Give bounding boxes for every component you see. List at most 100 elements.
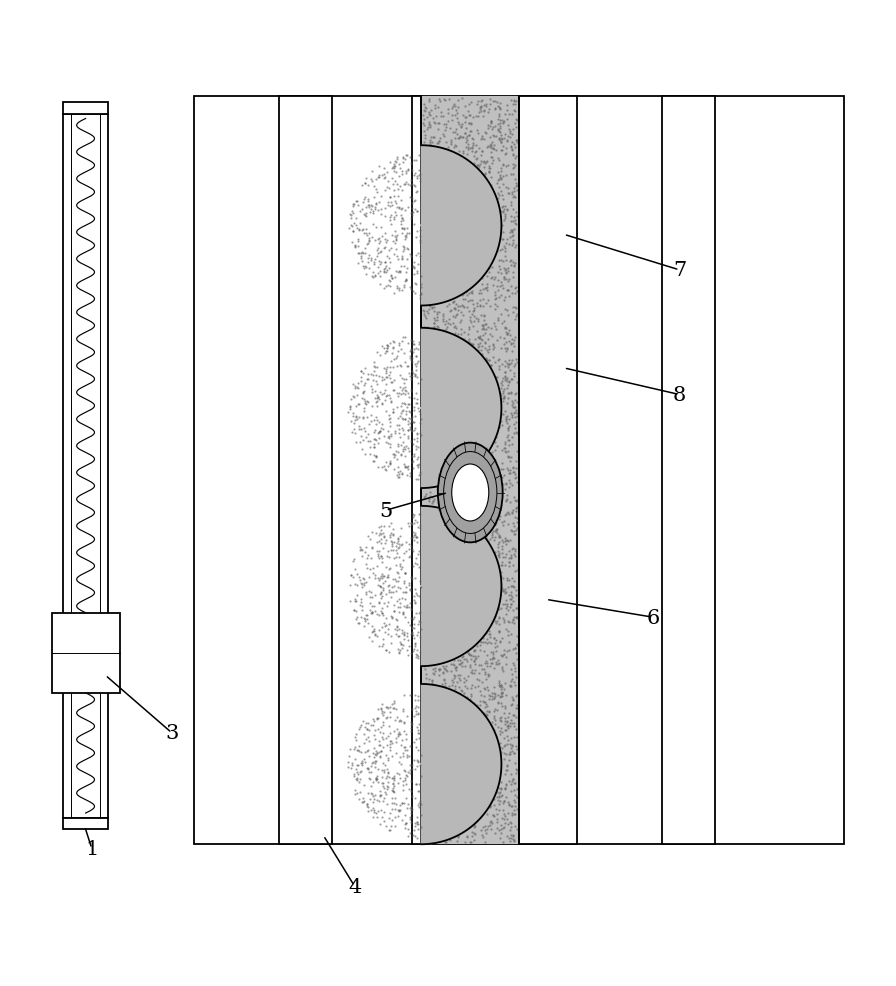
Point — [375, 600, 390, 616]
Point — [408, 595, 422, 610]
Point — [424, 529, 438, 545]
Point — [452, 281, 467, 297]
Point — [449, 663, 463, 678]
Point — [450, 696, 464, 712]
Point — [502, 237, 516, 252]
Point — [369, 544, 383, 560]
Point — [430, 219, 444, 235]
Point — [424, 158, 438, 174]
Point — [485, 328, 499, 344]
Point — [490, 299, 504, 315]
Point — [435, 368, 450, 384]
Point — [394, 625, 409, 641]
Point — [359, 396, 374, 412]
Point — [381, 338, 395, 354]
Point — [438, 810, 452, 826]
Point — [386, 770, 401, 786]
Point — [422, 570, 436, 586]
Point — [402, 411, 417, 427]
Point — [478, 569, 493, 585]
Point — [491, 220, 505, 236]
Point — [373, 783, 387, 799]
Point — [450, 150, 464, 166]
Point — [474, 561, 488, 577]
Point — [376, 582, 391, 598]
Point — [469, 404, 483, 420]
Point — [409, 439, 423, 455]
Point — [421, 268, 435, 284]
Point — [486, 337, 500, 353]
Point — [389, 797, 403, 812]
Point — [482, 339, 496, 355]
Point — [357, 794, 371, 810]
Point — [374, 519, 388, 534]
Point — [426, 715, 441, 731]
Point — [506, 489, 521, 505]
Point — [410, 820, 425, 836]
Point — [362, 570, 376, 586]
Point — [442, 236, 456, 251]
Point — [422, 605, 436, 621]
Point — [495, 199, 510, 215]
Point — [407, 336, 421, 352]
Point — [368, 432, 383, 448]
Point — [427, 773, 442, 789]
Point — [444, 218, 459, 234]
Point — [479, 656, 494, 671]
Point — [405, 177, 419, 193]
Point — [401, 422, 415, 438]
Point — [460, 248, 474, 264]
Point — [463, 734, 478, 749]
Point — [425, 448, 439, 463]
Point — [470, 123, 484, 139]
Point — [422, 711, 436, 727]
Point — [442, 747, 456, 763]
Point — [439, 750, 453, 766]
Point — [441, 423, 455, 439]
Point — [361, 200, 375, 216]
Point — [488, 509, 503, 525]
Point — [479, 394, 494, 410]
Point — [510, 802, 524, 817]
Point — [502, 797, 516, 812]
Text: 7: 7 — [673, 261, 686, 280]
Point — [490, 811, 504, 827]
Point — [395, 812, 409, 828]
Point — [373, 748, 387, 764]
Point — [409, 526, 423, 541]
Point — [481, 608, 495, 624]
Point — [435, 339, 449, 355]
Point — [422, 114, 436, 130]
Point — [425, 167, 439, 182]
Point — [385, 359, 400, 375]
Point — [484, 150, 498, 166]
Point — [392, 264, 406, 280]
Point — [471, 314, 486, 329]
Point — [466, 591, 480, 606]
Point — [496, 597, 511, 612]
Point — [467, 268, 481, 284]
Point — [476, 503, 490, 519]
Point — [394, 211, 409, 227]
Point — [433, 509, 447, 525]
Point — [425, 755, 439, 771]
Point — [392, 200, 406, 216]
Point — [424, 783, 438, 799]
Point — [418, 131, 432, 147]
Point — [477, 717, 491, 733]
Point — [494, 681, 508, 697]
Point — [374, 603, 388, 619]
Point — [469, 818, 483, 834]
Point — [467, 643, 481, 659]
Point — [404, 342, 418, 358]
Point — [422, 604, 436, 620]
Point — [470, 649, 485, 665]
Point — [435, 474, 449, 490]
Point — [485, 815, 499, 831]
Point — [507, 180, 521, 196]
Point — [465, 569, 479, 585]
Point — [409, 185, 423, 201]
Point — [489, 496, 504, 512]
Point — [507, 519, 521, 534]
Point — [495, 391, 509, 407]
